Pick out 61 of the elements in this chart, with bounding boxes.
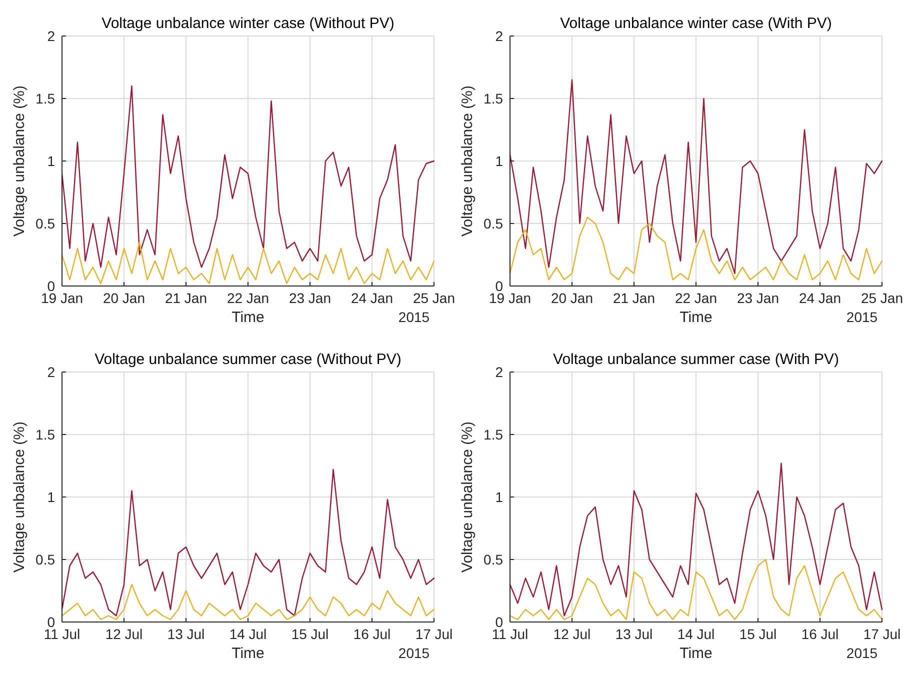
y-tick-label: 2 — [47, 28, 56, 44]
y-tick-label: 1.5 — [484, 426, 504, 442]
x-tick-label: 12 Jul — [105, 626, 143, 642]
y-axis-title: Voltage unbalance (%) — [11, 422, 28, 572]
line-series — [509, 462, 883, 616]
line-series — [61, 468, 435, 616]
x-tick-label: 25 Jan — [412, 290, 456, 306]
x-tick-label: 15 Jul — [739, 626, 777, 642]
x-tick-label: 24 Jan — [798, 290, 842, 306]
y-tick-label: 1 — [47, 489, 56, 505]
chart-title: Voltage unbalance summer case (Without PV) — [94, 351, 402, 368]
line-series — [61, 85, 435, 268]
chart-title: Voltage unbalance winter case (With PV) — [560, 15, 832, 32]
text: 2015 — [846, 645, 878, 661]
chart-title: Voltage unbalance winter case (Without PV) — [102, 15, 394, 32]
x-tick-label: 16 Jul — [353, 626, 391, 642]
y-axis-title: Voltage unbalance (%) — [459, 86, 476, 236]
y-tick-label: 0.5 — [36, 552, 56, 568]
x-tick-label: 20 Jan — [102, 290, 146, 306]
y-tick-label: 1.5 — [484, 90, 504, 106]
line-series — [509, 216, 883, 280]
x-tick-label: 17 Jul — [415, 626, 453, 642]
text: 2015 — [846, 309, 878, 325]
y-tick-label: 1.5 — [36, 90, 56, 106]
x-tick-label: 22 Jan — [226, 290, 270, 306]
text: 2015 — [398, 309, 430, 325]
y-tick-label: 1 — [495, 489, 504, 505]
x-tick-label: 20 Jan — [550, 290, 594, 306]
x-tick-label: 12 Jul — [553, 626, 591, 642]
y-axis-title: Voltage unbalance (%) — [459, 422, 476, 572]
chart-title: Voltage unbalance summer case (With PV) — [553, 351, 839, 368]
x-tick-label: 21 Jan — [164, 290, 208, 306]
x-tick-label: 13 Jul — [167, 626, 205, 642]
y-tick-label: 1 — [495, 153, 504, 169]
x-axis-title: Time — [232, 645, 264, 662]
y-tick-label: 1.5 — [36, 426, 56, 442]
x-axis-title: Time — [680, 309, 712, 326]
x-tick-label: 14 Jul — [677, 626, 715, 642]
x-tick-label: 16 Jul — [801, 626, 839, 642]
y-tick-label: 0.5 — [36, 216, 56, 232]
x-tick-label: 25 Jan — [860, 290, 904, 306]
x-tick-label: 13 Jul — [615, 626, 653, 642]
y-tick-label: 1 — [47, 153, 56, 169]
x-tick-label: 15 Jul — [291, 626, 329, 642]
y-tick-label: 2 — [47, 364, 56, 380]
x-tick-label: 14 Jul — [229, 626, 267, 642]
y-tick-label: 2 — [495, 28, 504, 44]
y-tick-label: 2 — [495, 364, 504, 380]
text: 2015 — [398, 645, 430, 661]
line-series — [509, 79, 883, 274]
x-tick-label: 24 Jan — [350, 290, 394, 306]
x-axis-title: Time — [232, 309, 264, 326]
x-tick-label: 22 Jan — [674, 290, 718, 306]
x-tick-label: 17 Jul — [863, 626, 901, 642]
y-tick-label: 0.5 — [484, 552, 504, 568]
x-axis-title: Time — [680, 645, 712, 662]
x-tick-label: 23 Jan — [288, 290, 332, 306]
x-tick-label: 23 Jan — [736, 290, 780, 306]
y-axis-title: Voltage unbalance (%) — [11, 86, 28, 236]
y-tick-label: 0.5 — [484, 216, 504, 232]
x-tick-label: 21 Jan — [612, 290, 656, 306]
